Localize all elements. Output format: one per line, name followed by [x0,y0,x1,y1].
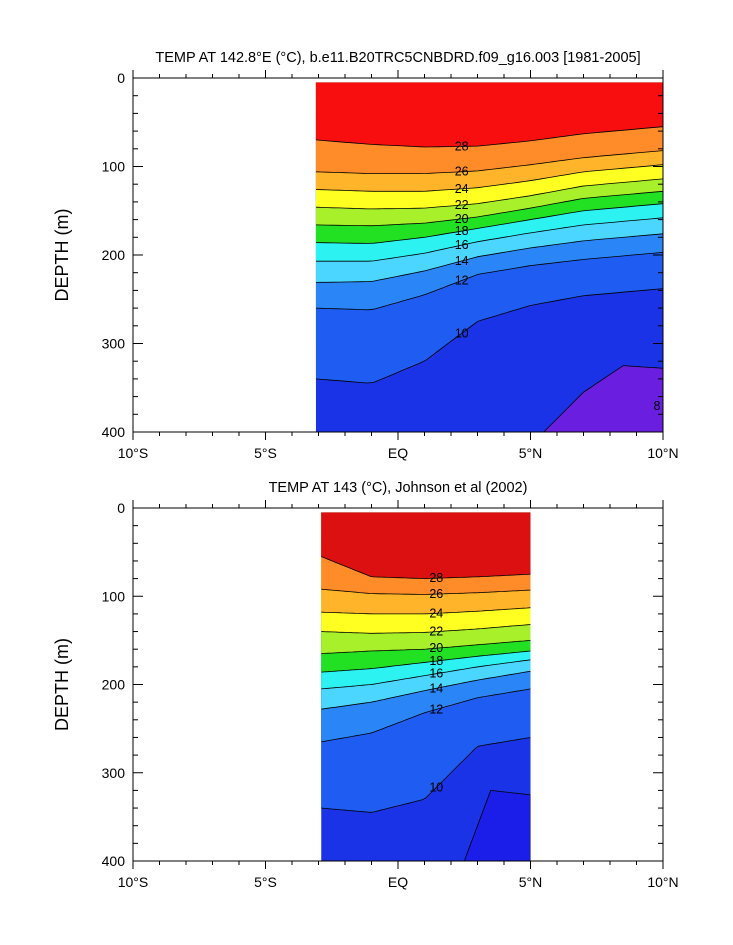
chart-title: TEMP AT 142.8°E (°C), b.e11.B20TRC5CNBDR… [155,50,640,66]
contour-label-26: 26 [429,587,443,601]
isotherm-12 [315,251,663,311]
x-tick-label: EQ [388,874,408,890]
x-tick-label: 5°N [519,874,543,890]
contour-label-10: 10 [429,780,443,794]
contour-label-28: 28 [429,571,443,585]
contour-label-16: 16 [429,667,443,681]
contour-label-20: 20 [455,212,469,226]
y-tick-label: 0 [117,500,125,516]
y-tick-label: 300 [102,765,126,781]
contour-label-22: 22 [429,625,443,639]
isotherm-16 [321,659,531,690]
x-tick-label: EQ [388,445,408,461]
contour-label-24: 24 [429,606,443,620]
isotherm-26 [321,588,531,595]
x-tick-label: 10°S [118,445,149,461]
x-tick-label: 10°N [647,874,678,890]
band-below-8 [463,789,531,861]
contour-label-18: 18 [455,224,469,238]
contour-label-8: 8 [654,399,661,413]
isotherm-28 [315,126,663,148]
isotherm-24 [315,164,663,192]
band-above-28 [321,512,531,579]
y-tick-label: 400 [102,853,126,869]
isotherm-10 [315,288,663,384]
isotherm-22 [321,624,531,634]
chart-title: TEMP AT 143 (°C), Johnson et al (2002) [269,480,528,496]
isotherm-16 [315,217,663,262]
contour-label-12: 12 [429,702,443,716]
x-tick-label: 5°S [254,874,277,890]
contour-label-22: 22 [455,198,469,212]
y-tick-label: 100 [102,588,126,604]
y-tick-label: 100 [102,159,126,175]
isotherm-14 [321,670,531,710]
isotherm-10 [321,737,531,813]
isotherm-18 [315,203,663,244]
x-tick-label: 5°N [519,445,543,461]
x-tick-label: 5°S [254,445,277,461]
contour-label-12: 12 [455,274,469,288]
isotherm-18 [321,650,531,673]
isotherm-28 [321,556,531,580]
y-axis-label: DEPTH (m) [52,638,72,731]
x-tick-label: 10°N [647,445,678,461]
y-tick-label: 200 [102,247,126,263]
contour-label-28: 28 [455,139,469,153]
contour-label-20: 20 [429,641,443,655]
contour-label-10: 10 [455,326,469,340]
contour-label-18: 18 [429,654,443,668]
band-above-28 [315,82,663,147]
contour-field [315,82,663,433]
contour-label-24: 24 [455,182,469,196]
y-tick-label: 0 [117,70,125,86]
isotherm-24 [321,607,531,615]
x-tick-label: 10°S [118,874,149,890]
isotherm-26 [315,150,663,174]
contour-label-14: 14 [455,254,469,268]
y-axis-label: DEPTH (m) [52,209,72,302]
band-below-8 [543,365,663,433]
contour-field [321,512,531,861]
y-tick-label: 200 [102,677,126,693]
contour-label-16: 16 [455,238,469,252]
contour-label-26: 26 [455,165,469,179]
isotherm-14 [315,233,663,283]
isotherm-12 [321,688,531,743]
y-tick-label: 400 [102,424,126,440]
isotherm-22 [315,178,663,210]
isotherm-20 [321,640,531,654]
contour-label-14: 14 [429,681,443,695]
y-tick-label: 300 [102,336,126,352]
isotherm-20 [315,190,663,227]
